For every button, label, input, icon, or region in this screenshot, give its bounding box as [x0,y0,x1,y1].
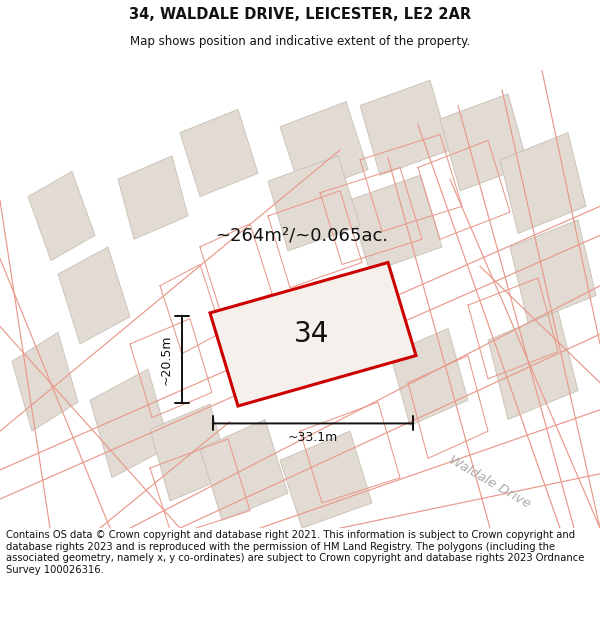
Polygon shape [118,156,188,239]
Polygon shape [390,328,468,426]
Text: Waldale Drive: Waldale Drive [447,453,533,510]
Polygon shape [150,404,230,501]
Text: Contains OS data © Crown copyright and database right 2021. This information is : Contains OS data © Crown copyright and d… [6,530,584,575]
Text: ~20.5m: ~20.5m [160,334,173,385]
Polygon shape [200,419,288,521]
Polygon shape [500,132,586,233]
Polygon shape [180,109,258,197]
Polygon shape [440,94,528,191]
Polygon shape [28,171,95,261]
Polygon shape [348,175,442,272]
Polygon shape [510,220,596,322]
Polygon shape [360,80,450,175]
Polygon shape [280,102,368,194]
Text: 34: 34 [295,320,329,348]
Polygon shape [58,247,130,344]
Polygon shape [210,262,416,406]
Text: 34, WALDALE DRIVE, LEICESTER, LE2 2AR: 34, WALDALE DRIVE, LEICESTER, LE2 2AR [129,8,471,22]
Text: Map shows position and indicative extent of the property.: Map shows position and indicative extent… [130,35,470,48]
Polygon shape [280,431,372,528]
Text: ~33.1m: ~33.1m [288,431,338,444]
Polygon shape [268,156,360,251]
Polygon shape [12,332,78,431]
Polygon shape [488,311,578,419]
Polygon shape [90,369,170,478]
Text: ~264m²/~0.065ac.: ~264m²/~0.065ac. [215,226,389,244]
